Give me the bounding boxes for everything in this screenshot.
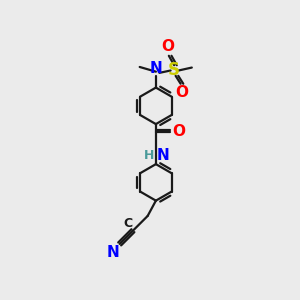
Text: C: C [124,218,133,230]
Text: O: O [172,124,185,139]
Text: H: H [144,149,154,162]
Text: O: O [161,39,174,54]
Text: N: N [106,244,119,260]
Text: N: N [150,61,163,76]
Text: S: S [168,61,180,80]
Text: O: O [175,85,188,100]
Text: N: N [157,148,169,164]
